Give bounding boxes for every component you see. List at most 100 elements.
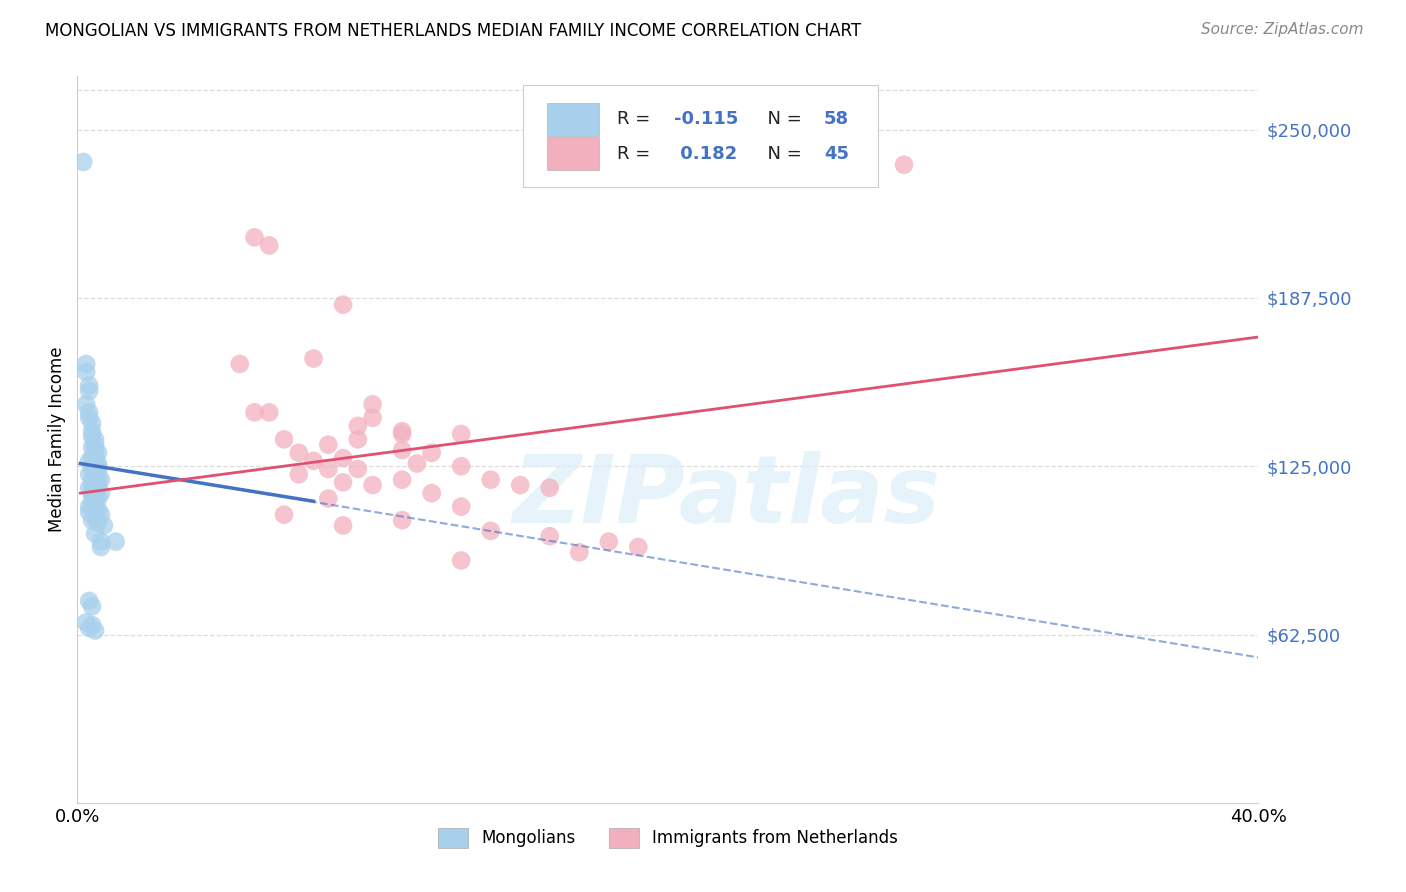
Text: N =: N =	[756, 145, 808, 162]
Point	[77, 378, 100, 392]
Point	[346, 418, 368, 433]
Point	[75, 365, 97, 379]
Text: ZIPatlas: ZIPatlas	[513, 451, 941, 543]
Point	[82, 424, 104, 438]
Point	[82, 473, 104, 487]
Point	[75, 357, 97, 371]
Point	[87, 516, 110, 530]
Point	[420, 486, 443, 500]
Point	[87, 478, 110, 492]
Point	[84, 483, 107, 498]
Point	[479, 473, 502, 487]
Text: Source: ZipAtlas.com: Source: ZipAtlas.com	[1201, 22, 1364, 37]
Point	[84, 449, 107, 463]
Point	[87, 502, 110, 516]
Point	[346, 462, 368, 476]
Point	[332, 475, 354, 490]
Point	[450, 459, 472, 474]
Point	[82, 462, 104, 476]
Point	[84, 624, 107, 638]
Point	[318, 462, 340, 476]
Text: 58: 58	[824, 111, 849, 128]
Text: 45: 45	[824, 145, 849, 162]
Point	[84, 432, 107, 446]
Point	[82, 599, 104, 614]
Text: MONGOLIAN VS IMMIGRANTS FROM NETHERLANDS MEDIAN FAMILY INCOME CORRELATION CHART: MONGOLIAN VS IMMIGRANTS FROM NETHERLANDS…	[45, 22, 860, 40]
Point	[332, 451, 354, 466]
Point	[893, 158, 915, 172]
Point	[87, 491, 110, 506]
Point	[391, 424, 413, 438]
Point	[82, 486, 104, 500]
Point	[538, 481, 561, 495]
Point	[228, 357, 252, 371]
Point	[346, 432, 368, 446]
Point	[82, 429, 104, 443]
FancyBboxPatch shape	[547, 136, 599, 170]
Point	[90, 540, 112, 554]
Point	[84, 438, 107, 452]
Point	[84, 465, 107, 479]
Point	[82, 478, 104, 492]
Point	[77, 500, 100, 514]
Text: R =: R =	[617, 111, 657, 128]
Point	[568, 545, 591, 559]
Point	[82, 451, 104, 466]
Point	[84, 462, 107, 476]
Point	[77, 481, 100, 495]
Point	[598, 534, 620, 549]
Point	[361, 410, 384, 425]
Point	[72, 155, 94, 169]
Point	[391, 473, 413, 487]
Point	[288, 446, 311, 460]
Point	[509, 478, 531, 492]
Point	[84, 470, 107, 484]
Point	[90, 508, 112, 522]
Point	[90, 486, 112, 500]
Point	[77, 505, 100, 519]
Point	[318, 491, 340, 506]
Point	[87, 459, 110, 474]
Point	[302, 454, 325, 468]
Point	[77, 454, 100, 468]
Point	[90, 534, 112, 549]
Point	[538, 529, 561, 543]
Text: 0.182: 0.182	[673, 145, 737, 162]
Point	[627, 540, 650, 554]
Point	[450, 553, 472, 567]
Point	[406, 457, 429, 471]
Y-axis label: Median Family Income: Median Family Income	[48, 347, 66, 532]
Point	[273, 508, 295, 522]
Point	[273, 432, 295, 446]
Point	[77, 410, 100, 425]
Point	[84, 475, 107, 490]
Point	[302, 351, 325, 366]
Point	[84, 526, 107, 541]
FancyBboxPatch shape	[547, 103, 599, 136]
Point	[332, 298, 354, 312]
Point	[479, 524, 502, 538]
Point	[259, 405, 281, 419]
Point	[87, 446, 110, 460]
Point	[450, 426, 472, 441]
Point	[84, 510, 107, 524]
Point	[450, 500, 472, 514]
Point	[243, 230, 266, 244]
Point	[82, 513, 104, 527]
Point	[87, 473, 110, 487]
Point	[82, 618, 104, 632]
Point	[82, 497, 104, 511]
Text: R =: R =	[617, 145, 657, 162]
Point	[391, 426, 413, 441]
Point	[243, 405, 266, 419]
Point	[77, 467, 100, 482]
Point	[84, 500, 107, 514]
Point	[391, 443, 413, 458]
Point	[391, 513, 413, 527]
Point	[82, 416, 104, 430]
Point	[104, 534, 127, 549]
Point	[82, 454, 104, 468]
Text: -0.115: -0.115	[673, 111, 738, 128]
Point	[90, 473, 112, 487]
FancyBboxPatch shape	[523, 85, 879, 187]
